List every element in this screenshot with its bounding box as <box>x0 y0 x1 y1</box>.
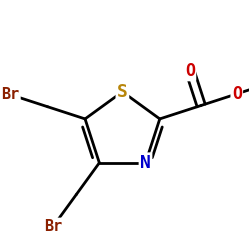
Text: O: O <box>185 62 195 80</box>
Text: S: S <box>117 83 128 101</box>
Text: Br: Br <box>44 219 62 234</box>
Text: N: N <box>140 154 151 172</box>
Text: Br: Br <box>1 87 20 102</box>
Text: O: O <box>232 85 242 103</box>
